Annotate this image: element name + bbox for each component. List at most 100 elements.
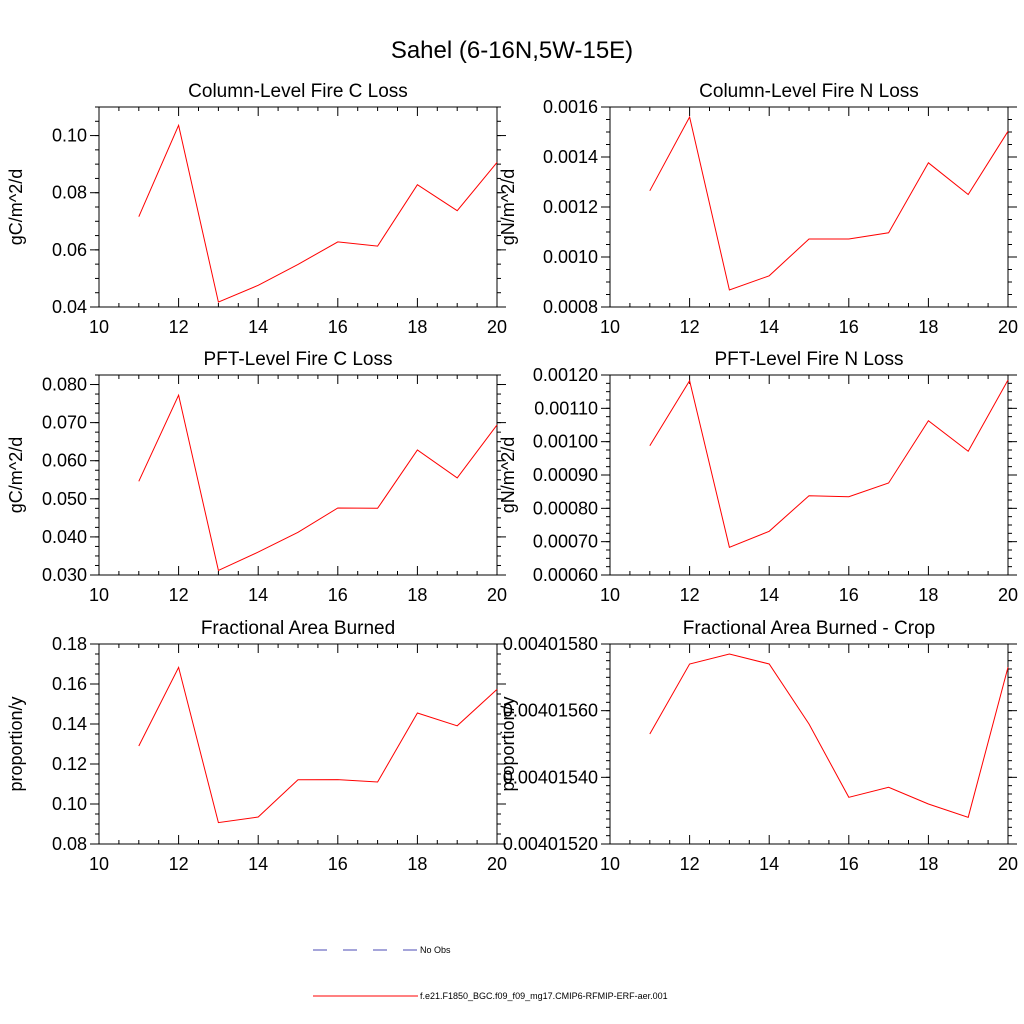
y-tick-label: 0.00401580: [503, 634, 598, 654]
panel-title: Fractional Area Burned - Crop: [683, 618, 935, 639]
chart-panel-5: Fractional Area Burned 10 12 14 16 18 20 0.08 0.…: [6, 618, 507, 874]
x-tick-label: 14: [759, 585, 779, 605]
y-tick-label: 0.00120: [533, 365, 598, 385]
panel-title: Column-Level Fire N Loss: [699, 81, 919, 102]
x-tick-label: 16: [839, 854, 859, 874]
plot-frame: [98, 374, 498, 576]
x-tick-label: 16: [328, 317, 348, 337]
panels: Column-Level Fire C Loss 10 12 14 16 18 20 0.04…: [6, 81, 1018, 874]
x-tick-label: 20: [998, 317, 1018, 337]
x-tick-label: 18: [918, 317, 938, 337]
y-tick-label: 0.18: [52, 634, 87, 654]
chart-panel-1: Column-Level Fire C Loss 10 12 14 16 18 20 0.04…: [6, 81, 507, 337]
y-tick-label: 0.00110: [534, 398, 598, 418]
chart-panel-2: Column-Level Fire N Loss 10 12 14 16 18 20 0.00…: [498, 81, 1018, 337]
x-tick-label: 10: [600, 317, 620, 337]
x-tick-label: 14: [759, 317, 779, 337]
legend: No Obs f.e21.F1850_BGC.f09_f09_mg17.CMIP…: [313, 945, 668, 1001]
y-tick-label: 0.00401540: [503, 767, 598, 787]
y-tick-label: 0.0014: [543, 147, 598, 167]
y-tick-label: 0.00090: [533, 465, 598, 485]
x-tick-label: 16: [839, 585, 859, 605]
y-tick-label: 0.0016: [543, 97, 598, 117]
x-tick-label: 16: [839, 317, 859, 337]
x-tick-label: 12: [169, 317, 189, 337]
panel-title: PFT-Level Fire N Loss: [715, 349, 904, 370]
y-tick-label: 0.040: [42, 527, 87, 547]
y-tick-label: 0.16: [52, 674, 87, 694]
x-tick-label: 20: [487, 585, 507, 605]
page-title: Sahel (6-16N,5W-15E): [391, 37, 633, 64]
x-tick-label: 20: [487, 854, 507, 874]
y-tick-label: 0.00080: [533, 498, 598, 518]
legend-obs-label: No Obs: [420, 945, 451, 955]
series-line: [649, 115, 1009, 291]
x-tick-label: 12: [680, 854, 700, 874]
panel-title: Fractional Area Burned: [201, 618, 395, 639]
y-tick-label: 0.0010: [543, 247, 598, 267]
x-tick-label: 12: [680, 317, 700, 337]
x-tick-label: 18: [407, 317, 427, 337]
x-tick-label: 10: [89, 854, 109, 874]
y-tick-label: 0.08: [52, 834, 87, 854]
x-tick-label: 20: [487, 317, 507, 337]
panel-title: Column-Level Fire C Loss: [188, 81, 408, 102]
y-tick-label: 0.04: [52, 297, 87, 317]
chart-panel-3: PFT-Level Fire C Loss 10 12 14 16 18 20 0.030 0.…: [6, 349, 507, 605]
x-tick-label: 14: [759, 854, 779, 874]
y-tick-label: 0.0008: [543, 297, 598, 317]
panel-title: PFT-Level Fire C Loss: [204, 349, 393, 370]
x-tick-label: 10: [89, 585, 109, 605]
y-tick-label: 0.070: [42, 413, 87, 433]
x-tick-label: 16: [328, 585, 348, 605]
plot-frame: [609, 374, 1009, 576]
x-tick-label: 18: [918, 854, 938, 874]
x-tick-label: 12: [680, 585, 700, 605]
y-axis-label: gN/m^2/d: [498, 437, 518, 513]
y-tick-label: 0.030: [42, 565, 87, 585]
x-tick-label: 14: [248, 317, 268, 337]
series-line: [138, 393, 498, 572]
y-tick-label: 0.08: [52, 183, 87, 203]
y-tick-label: 0.00070: [533, 532, 598, 552]
y-axis-label: proportion/y: [498, 696, 518, 791]
x-tick-label: 12: [169, 854, 189, 874]
legend-model-label: f.e21.F1850_BGC.f09_f09_mg17.CMIP6-RFMIP…: [420, 991, 668, 1001]
y-axis-label: gC/m^2/d: [6, 437, 26, 513]
y-axis-label: gC/m^2/d: [6, 169, 26, 245]
chart-panel-4: PFT-Level Fire N Loss 10 12 14 16 18 20 0.00060…: [498, 349, 1018, 605]
y-tick-label: 0.00100: [533, 432, 598, 452]
series-line: [138, 665, 498, 824]
series-line: [138, 123, 498, 303]
x-tick-label: 20: [998, 854, 1018, 874]
plot-frame: [609, 106, 1009, 308]
plot-frame: [609, 643, 1009, 845]
x-tick-label: 14: [248, 585, 268, 605]
x-tick-label: 14: [248, 854, 268, 874]
x-tick-label: 18: [407, 854, 427, 874]
y-tick-label: 0.10: [52, 794, 87, 814]
y-axis-label: gN/m^2/d: [498, 169, 518, 245]
y-tick-label: 0.06: [52, 240, 87, 260]
plot-frame: [98, 106, 498, 308]
y-tick-label: 0.00401520: [503, 834, 598, 854]
y-tick-label: 0.0012: [543, 197, 598, 217]
chart-panel-6: Fractional Area Burned - Crop 10 12 14 16 18 2…: [498, 618, 1018, 874]
y-tick-label: 0.00060: [533, 565, 598, 585]
x-tick-label: 16: [328, 854, 348, 874]
x-tick-label: 20: [998, 585, 1018, 605]
y-tick-label: 0.080: [42, 375, 87, 395]
series-line: [649, 653, 1009, 818]
y-axis-label: proportion/y: [6, 696, 26, 791]
y-tick-label: 0.00401560: [503, 701, 598, 721]
x-tick-label: 18: [918, 585, 938, 605]
x-tick-label: 12: [169, 585, 189, 605]
y-tick-label: 0.050: [42, 489, 87, 509]
y-tick-label: 0.12: [52, 754, 87, 774]
x-tick-label: 10: [89, 317, 109, 337]
x-tick-label: 10: [600, 854, 620, 874]
x-tick-label: 18: [407, 585, 427, 605]
y-tick-label: 0.10: [52, 126, 87, 146]
plot-frame: [98, 643, 498, 845]
